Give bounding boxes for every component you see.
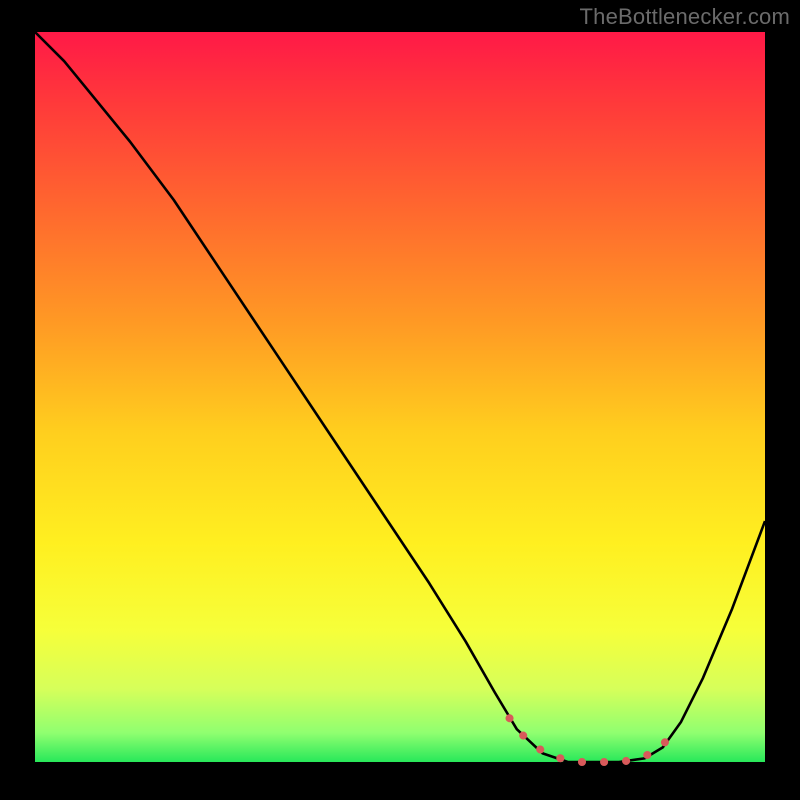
watermark-text: TheBottlenecker.com [580,4,790,30]
bottleneck-chart [0,0,800,800]
gradient-background [35,32,765,762]
chart-container: { "watermark": { "text": "TheBottlenecke… [0,0,800,800]
